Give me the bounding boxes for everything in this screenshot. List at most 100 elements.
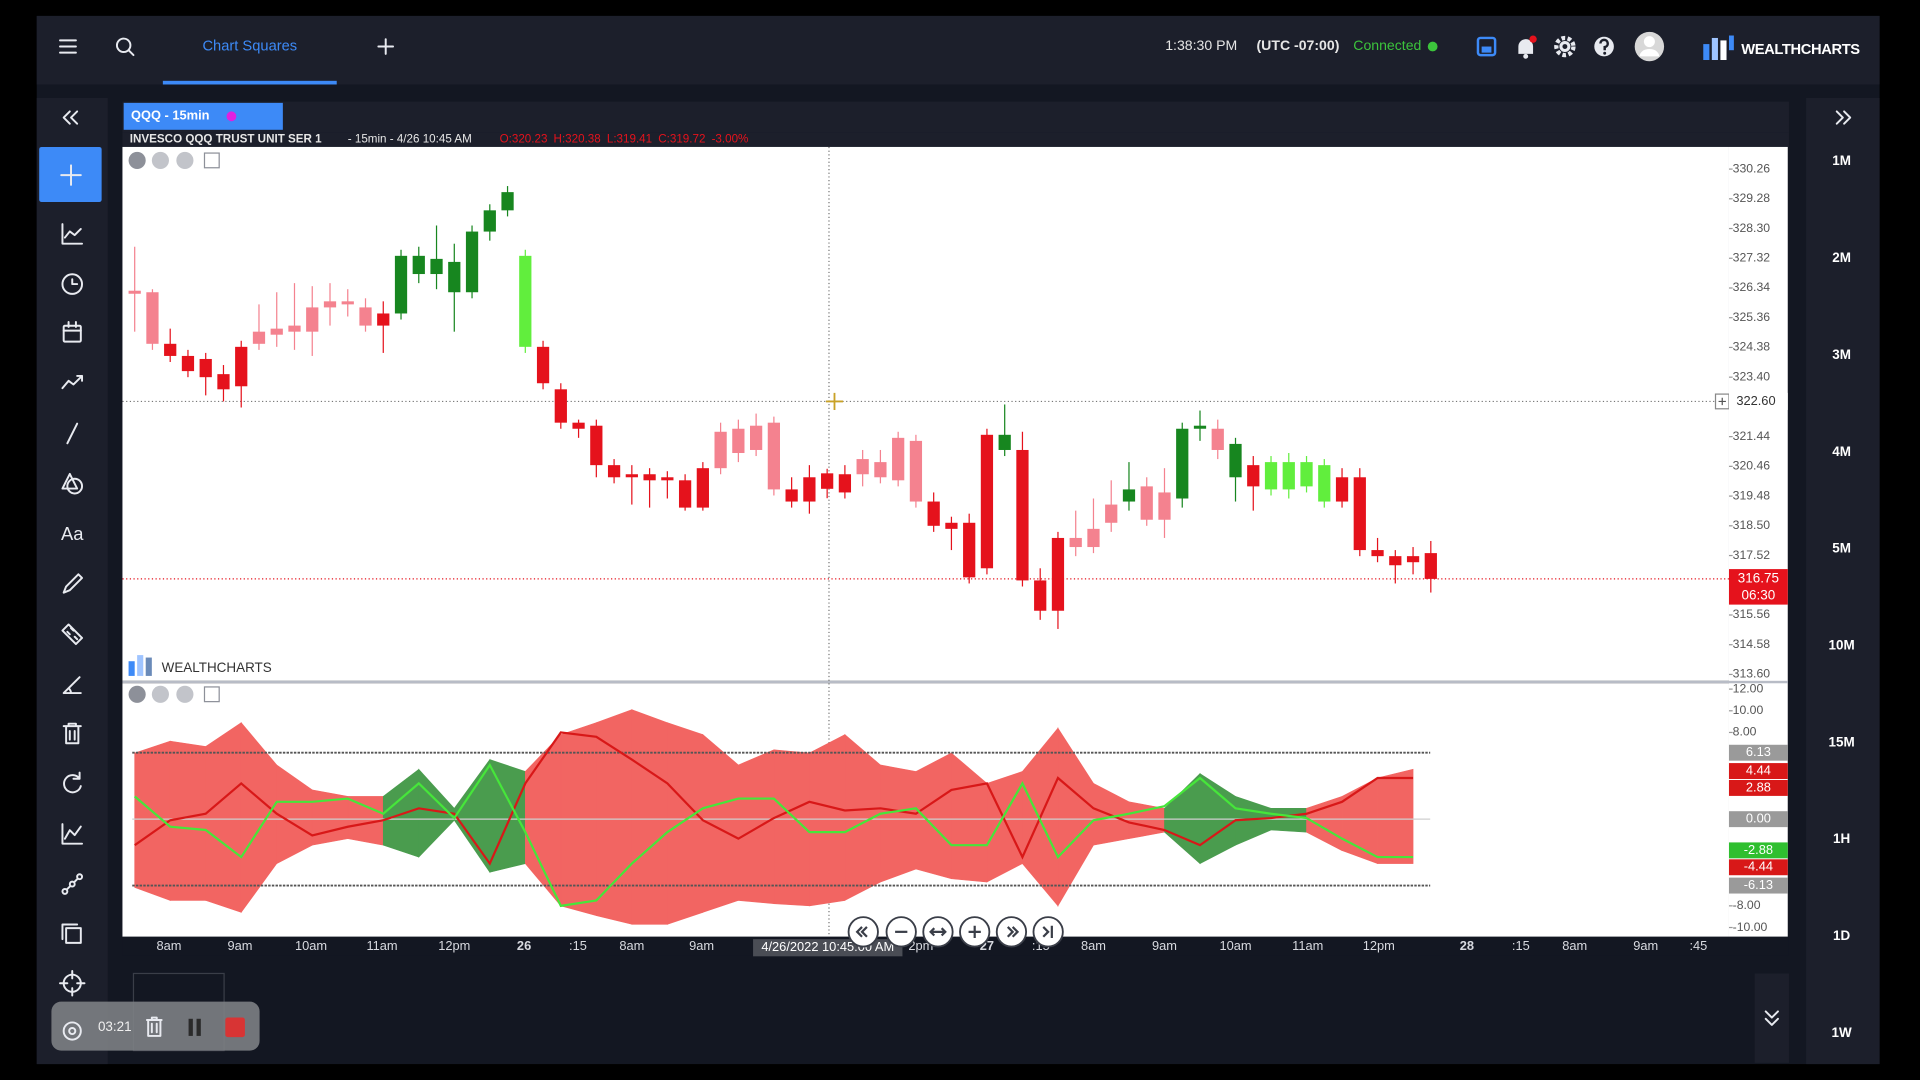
left-toolbar: Aa [36,97,108,1065]
candle-body [270,328,283,335]
pane-close[interactable] [128,151,146,169]
crosshair-price-box [1728,392,1788,411]
countdown-label: 06:30 [1742,588,1776,603]
settings-button[interactable] [1554,35,1576,58]
tool-angle[interactable] [62,676,82,695]
timeframe-option[interactable]: 3M [1832,347,1851,362]
time-label: 9am [228,938,253,953]
scroll-back-icon [855,926,868,938]
oscillator-line [134,731,1414,866]
pane-up[interactable] [176,685,194,703]
timeframe-option[interactable]: 2M [1832,250,1851,265]
recorder-settings[interactable] [62,1021,82,1041]
tool-shapes[interactable] [61,472,84,495]
help-button[interactable] [1594,36,1614,57]
pane-maximize[interactable] [203,686,220,703]
ohlc-readout: O:320.23 H:320.38 L:319.41 C:319.72 -3.00% [500,133,749,146]
symbol-tab[interactable] [123,102,283,130]
menu-button[interactable] [59,39,77,54]
tool-brush[interactable] [62,573,84,594]
price-pane [122,146,1729,681]
recorder-pause[interactable] [188,1018,201,1036]
time-label: 26 [517,938,531,953]
tool-text[interactable]: Aa [61,523,84,544]
tool-pattern[interactable] [61,873,84,895]
candle-body [607,465,621,478]
tool-duplicate[interactable] [61,923,82,944]
candle-body [1211,428,1224,450]
candle-body [164,343,177,356]
candle-body [394,255,408,314]
candle-body [1371,550,1384,557]
save-button[interactable] [1476,36,1497,57]
timeframe-option[interactable]: 4M [1832,444,1851,459]
level-marker [1728,877,1788,894]
timeframe-option[interactable]: 1W [1832,1025,1852,1040]
price-tick-label: 314.58 [1733,637,1771,651]
tool-delete[interactable] [62,722,82,745]
info-bar [122,132,1789,147]
time-label: 9am [1152,938,1177,953]
candle-body [235,346,248,387]
timeframe-option[interactable]: 10M [1829,637,1855,652]
band-segment [809,734,846,907]
level-marker [1728,842,1788,859]
brand-name: WEALTHCHARTS [1741,42,1860,58]
timeframe-option[interactable]: 15M [1829,734,1855,749]
tool-refresh[interactable] [63,771,82,794]
level-marker [1728,779,1788,796]
time-label: 11am [1292,938,1323,953]
time-label: 11am [366,938,397,953]
timeframe-option[interactable]: 5M [1832,541,1851,556]
collapse-right[interactable] [1835,110,1852,125]
pane-down[interactable] [151,151,169,169]
band-segment [915,752,952,880]
oscillator-tick-label: -8.00 [1733,898,1761,912]
level-marker-label: -6.13 [1744,877,1773,892]
tool-ruler[interactable] [61,623,84,646]
candle-body [892,437,905,481]
time-label: 8am [619,938,644,953]
user-avatar[interactable] [1634,31,1665,62]
candle-body [341,301,354,305]
recorder-stop[interactable] [225,1017,245,1038]
candle-body [465,231,479,293]
pane-up[interactable] [176,151,194,169]
tool-chart-type[interactable] [61,223,84,245]
pane-down[interactable] [151,685,169,703]
pane-close[interactable] [128,685,146,703]
alerts-button[interactable] [1518,35,1537,59]
candle-body [785,489,798,502]
candle-body [483,210,496,232]
time-label: 8am [1562,938,1587,953]
symbol-tab-dot [226,111,237,122]
band-segment [596,709,633,925]
expand-bottom[interactable] [1764,1010,1779,1026]
tool-line[interactable] [66,422,79,445]
tool-calendar[interactable] [62,321,82,343]
tool-studies[interactable] [61,823,84,845]
tab-chart-squares[interactable]: Chart Squares [202,38,297,54]
candle-body [696,468,709,508]
add-tab-button[interactable] [377,38,395,55]
candle-body [714,431,727,469]
tool-crosshair[interactable] [59,970,86,997]
timeframe-option[interactable]: 1M [1832,153,1851,168]
collapse-left[interactable] [62,110,79,125]
recorder-discard[interactable] [145,1016,163,1037]
search-button[interactable] [115,37,135,57]
tool-time[interactable] [61,273,84,295]
oscillator-tick-label: 10.00 [1733,703,1764,717]
time-label: :45 [1689,938,1707,953]
time-label: 8am [156,938,181,953]
timeframe-option[interactable]: 1D [1833,928,1850,943]
ohlc-value: L:319.41 [607,133,652,146]
timeframe-option[interactable]: 1H [1833,831,1850,846]
time-label: :15 [569,938,587,953]
plot-area: 330.26 329.28 328.30 327.32 326.34 325.36 324.… [122,146,1788,957]
candle-body [288,325,301,332]
time-label: 12pm [438,938,470,953]
candle-body [838,474,852,493]
tool-indicators[interactable] [61,374,84,390]
pane-minimize[interactable] [203,152,220,169]
